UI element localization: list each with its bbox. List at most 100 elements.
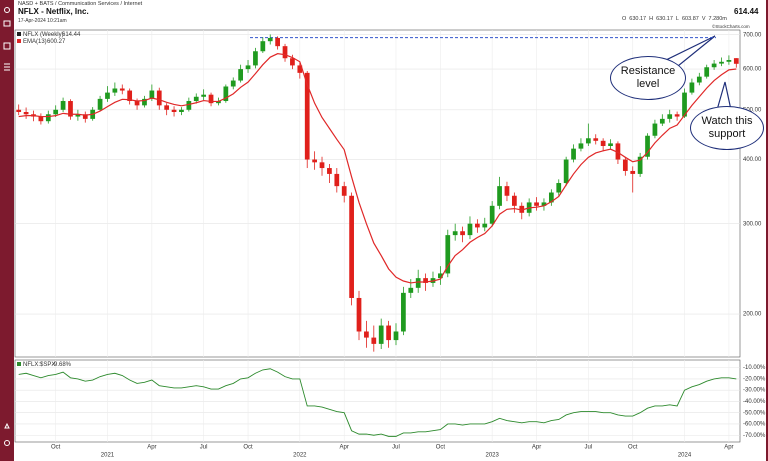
y-tick-label: -40.00% (743, 399, 766, 405)
candle-body (319, 162, 325, 169)
candle-body (482, 223, 488, 228)
last-price: 614.44 (734, 7, 759, 16)
exchange: NASD + BATS / Communication Services / I… (18, 1, 143, 7)
candle-body (156, 90, 162, 106)
legend-label: EMA(13) (23, 39, 47, 45)
x-tick-label: Jul (585, 445, 593, 451)
candle-body (511, 195, 517, 206)
candle-body (622, 159, 628, 171)
candle-body (408, 287, 414, 293)
legend-value: 600.27 (47, 39, 66, 45)
ohlv-value: 630.17 (656, 16, 673, 22)
candle-body (275, 37, 280, 47)
candle-body (696, 76, 702, 83)
candle-body (297, 65, 303, 73)
legend-swatch (17, 362, 21, 366)
candle-body (541, 202, 547, 206)
candle-body (97, 98, 103, 110)
candle-body (534, 202, 539, 206)
candle-body (719, 61, 724, 64)
date: 17-Apr-2024 10:21am (18, 18, 67, 24)
callout: Watch this support (690, 106, 764, 150)
relative-line (18, 368, 737, 437)
candle-body (127, 90, 133, 102)
candle-body (711, 63, 717, 68)
candle-body (475, 223, 480, 228)
candle-body (733, 58, 739, 64)
legend-value: 614.44 (62, 32, 81, 38)
ohlv-label: V (701, 16, 706, 22)
main-frame (14, 29, 741, 358)
x-tick-label: Jul (200, 445, 208, 451)
candle-body (201, 94, 207, 97)
candle-body (682, 92, 687, 117)
x-tick-label: Oct (51, 445, 61, 451)
x-tick-label: Apr (340, 445, 349, 451)
candle-body (230, 80, 236, 87)
candle-body (371, 337, 377, 344)
candle-body (312, 159, 317, 163)
x-tick-label: Apr (532, 445, 541, 451)
x-tick-label: 2021 (101, 453, 115, 459)
y-tick-label: 300.00 (743, 221, 762, 227)
candle-body (334, 173, 340, 187)
candle-body (253, 51, 258, 66)
candle-body (267, 37, 273, 42)
y-tick-label: 200.00 (743, 312, 762, 318)
y-tick-label: -30.00% (743, 388, 766, 394)
candle-body (134, 101, 140, 106)
candle-body (548, 192, 554, 203)
candle-body (519, 205, 525, 213)
x-tick-label: Oct (243, 445, 253, 451)
candle-body (164, 105, 170, 110)
candle-body (290, 58, 295, 66)
candle-body (497, 186, 502, 206)
legend-value: -9.68% (52, 362, 72, 368)
candle-body (23, 112, 29, 115)
candle-body (608, 143, 613, 147)
candle-body (112, 88, 118, 93)
candle-body (260, 41, 266, 52)
y-tick-label: 600.00 (743, 67, 762, 73)
candle-body (341, 186, 347, 196)
candle-body (364, 331, 369, 338)
candle-body (68, 101, 73, 117)
candle-body (60, 101, 66, 110)
candle-body (223, 86, 229, 102)
candle-body (401, 292, 406, 332)
candle-body (53, 109, 59, 115)
candle-body (689, 82, 695, 93)
x-tick-label: 2022 (293, 453, 307, 459)
ohlv-value: 603.87 (681, 16, 699, 22)
y-tick-label: -70.00% (743, 433, 766, 439)
candle-body (504, 186, 510, 196)
ohlv-label: H (649, 16, 654, 22)
x-tick-label: 2023 (485, 453, 499, 459)
candle-body (423, 278, 428, 283)
candle-body (630, 170, 636, 174)
ohlv-value: 7.280m (708, 16, 727, 22)
ema-line (18, 53, 737, 284)
sidebar-icons[interactable] (3, 7, 11, 446)
candle-body (171, 109, 177, 113)
candle-body (563, 159, 569, 184)
y-tick-label: -10.00% (743, 365, 766, 371)
candle-body (600, 140, 606, 147)
candle-body (467, 223, 473, 236)
candle-body (659, 118, 665, 124)
candle-body (238, 69, 244, 81)
x-tick-label: Oct (628, 445, 638, 451)
y-tick-label: -60.00% (743, 422, 766, 428)
ohlv-label: L (675, 16, 679, 22)
candle-body (186, 101, 192, 110)
credit: ©StockCharts.com (712, 24, 750, 29)
callout: Resistance level (610, 56, 686, 100)
candle-body (615, 143, 621, 160)
candle-body (304, 72, 310, 160)
candle-body (637, 156, 643, 174)
legend-swatch (17, 32, 21, 36)
x-tick-label: 2024 (678, 453, 692, 459)
candle-body (38, 116, 44, 122)
